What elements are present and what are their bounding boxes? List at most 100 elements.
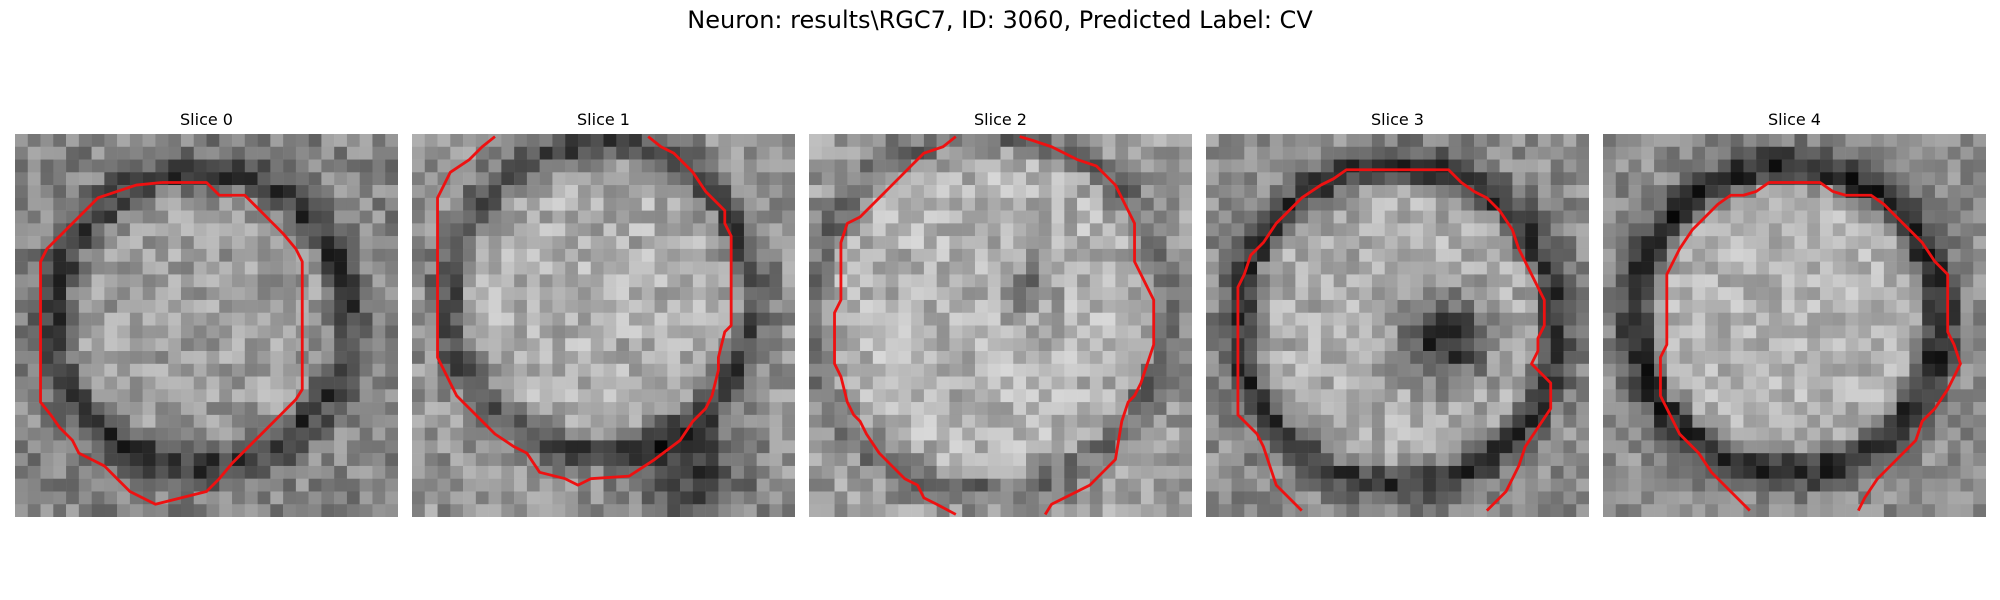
image-pixel: [232, 504, 246, 517]
image-pixel: [1295, 402, 1309, 416]
image-pixel: [1346, 236, 1360, 250]
image-pixel: [743, 248, 757, 262]
image-pixel: [705, 223, 719, 237]
image-pixel: [180, 261, 194, 275]
image-pixel: [244, 478, 258, 492]
image-pixel: [1064, 223, 1078, 237]
image-pixel: [731, 478, 745, 492]
image-pixel: [974, 504, 988, 517]
image-pixel: [308, 351, 322, 365]
image-pixel: [1960, 248, 1974, 262]
image-pixel: [1679, 312, 1693, 326]
image-pixel: [667, 197, 681, 211]
image-pixel: [692, 312, 706, 326]
image-pixel: [1845, 376, 1859, 390]
image-pixel: [590, 197, 604, 211]
image-pixel: [129, 491, 143, 505]
image-pixel: [1794, 185, 1808, 199]
image-pixel: [1474, 325, 1488, 339]
image-pixel: [1896, 236, 1910, 250]
image-pixel: [1654, 287, 1668, 301]
image-pixel: [1486, 274, 1500, 288]
image-pixel: [834, 478, 848, 492]
image-pixel: [743, 299, 757, 313]
image-pixel: [117, 491, 131, 505]
image-pixel: [180, 197, 194, 211]
image-pixel: [359, 299, 373, 313]
image-pixel: [756, 299, 770, 313]
image-pixel: [308, 478, 322, 492]
image-pixel: [1397, 376, 1411, 390]
image-pixel: [1947, 491, 1961, 505]
image-pixel: [1563, 274, 1577, 288]
image-pixel: [1550, 504, 1564, 517]
image-pixel: [680, 389, 694, 403]
image-pixel: [667, 427, 681, 441]
image-pixel: [40, 261, 54, 275]
image-pixel: [1308, 274, 1322, 288]
image-pixel: [1448, 363, 1462, 377]
image-pixel: [1166, 465, 1180, 479]
image-pixel: [834, 159, 848, 173]
image-pixel: [1896, 159, 1910, 173]
image-pixel: [78, 440, 92, 454]
image-pixel: [308, 261, 322, 275]
image-pixel: [1615, 504, 1629, 517]
image-pixel: [1486, 172, 1500, 186]
image-pixel: [1140, 274, 1154, 288]
image-pixel: [692, 440, 706, 454]
image-pixel: [1000, 465, 1014, 479]
image-pixel: [1166, 325, 1180, 339]
image-pixel: [1692, 299, 1706, 313]
image-pixel: [1295, 236, 1309, 250]
image-pixel: [834, 210, 848, 224]
image-pixel: [1603, 414, 1617, 428]
image-pixel: [1346, 363, 1360, 377]
image-pixel: [104, 504, 118, 517]
image-pixel: [1218, 287, 1232, 301]
image-pixel: [898, 453, 912, 467]
image-pixel: [168, 504, 182, 517]
image-pixel: [1525, 325, 1539, 339]
image-pixel: [1550, 478, 1564, 492]
image-pixel: [488, 210, 502, 224]
image-pixel: [616, 261, 630, 275]
image-pixel: [129, 504, 143, 517]
image-pixel: [1128, 504, 1142, 517]
image-pixel: [1320, 478, 1334, 492]
image-pixel: [206, 351, 220, 365]
image-pixel: [1768, 146, 1782, 160]
image-pixel: [641, 478, 655, 492]
image-pixel: [1730, 402, 1744, 416]
image-pixel: [1308, 248, 1322, 262]
image-pixel: [514, 504, 528, 517]
image-pixel: [283, 491, 297, 505]
image-pixel: [1051, 248, 1065, 262]
image-pixel: [590, 376, 604, 390]
image-pixel: [1423, 427, 1437, 441]
image-pixel: [616, 453, 630, 467]
image-pixel: [1756, 491, 1770, 505]
image-pixel: [974, 465, 988, 479]
image-pixel: [987, 414, 1001, 428]
image-pixel: [206, 312, 220, 326]
image-pixel: [1603, 134, 1617, 148]
image-pixel: [15, 197, 29, 211]
image-pixel: [974, 491, 988, 505]
slice-image-4: [1603, 134, 1986, 517]
image-pixel: [257, 146, 271, 160]
image-pixel: [219, 453, 233, 467]
image-pixel: [372, 465, 386, 479]
image-pixel: [1934, 159, 1948, 173]
image-pixel: [1153, 287, 1167, 301]
image-pixel: [514, 376, 528, 390]
image-pixel: [654, 351, 668, 365]
image-pixel: [603, 453, 617, 467]
image-pixel: [1448, 465, 1462, 479]
image-pixel: [372, 325, 386, 339]
image-pixel: [1666, 351, 1680, 365]
image-pixel: [565, 376, 579, 390]
image-pixel: [1794, 453, 1808, 467]
image-pixel: [270, 287, 284, 301]
image-pixel: [1013, 185, 1027, 199]
